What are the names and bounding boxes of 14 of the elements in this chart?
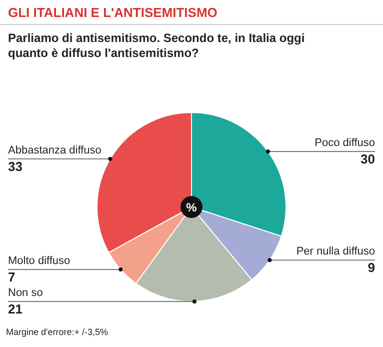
slice-label: Abbastanza diffuso — [8, 144, 102, 156]
chart-title: GLI ITALIANI E L'ANTISEMITISMO — [0, 0, 383, 25]
data-label: 33 — [8, 158, 22, 174]
slice-label: Per nulla diffuso — [296, 246, 375, 258]
chart-subtitle: Parliamo di antisemitismo. Secondo te, in Italia oggi quanto è diffuso l'antisemitismo? — [7, 30, 306, 61]
data-label: 7 — [8, 270, 16, 285]
slice-label: Non so — [8, 286, 43, 299]
data-label: 30 — [360, 152, 375, 167]
data-label: 21 — [8, 302, 22, 317]
slice-label: Molto diffuso — [8, 255, 70, 268]
slice-label: Poco diffuso — [314, 136, 375, 149]
text: % — [186, 200, 198, 214]
text: Margine d'errore:+ /-3,5% — [6, 327, 108, 337]
data-label: 9 — [368, 260, 375, 276]
